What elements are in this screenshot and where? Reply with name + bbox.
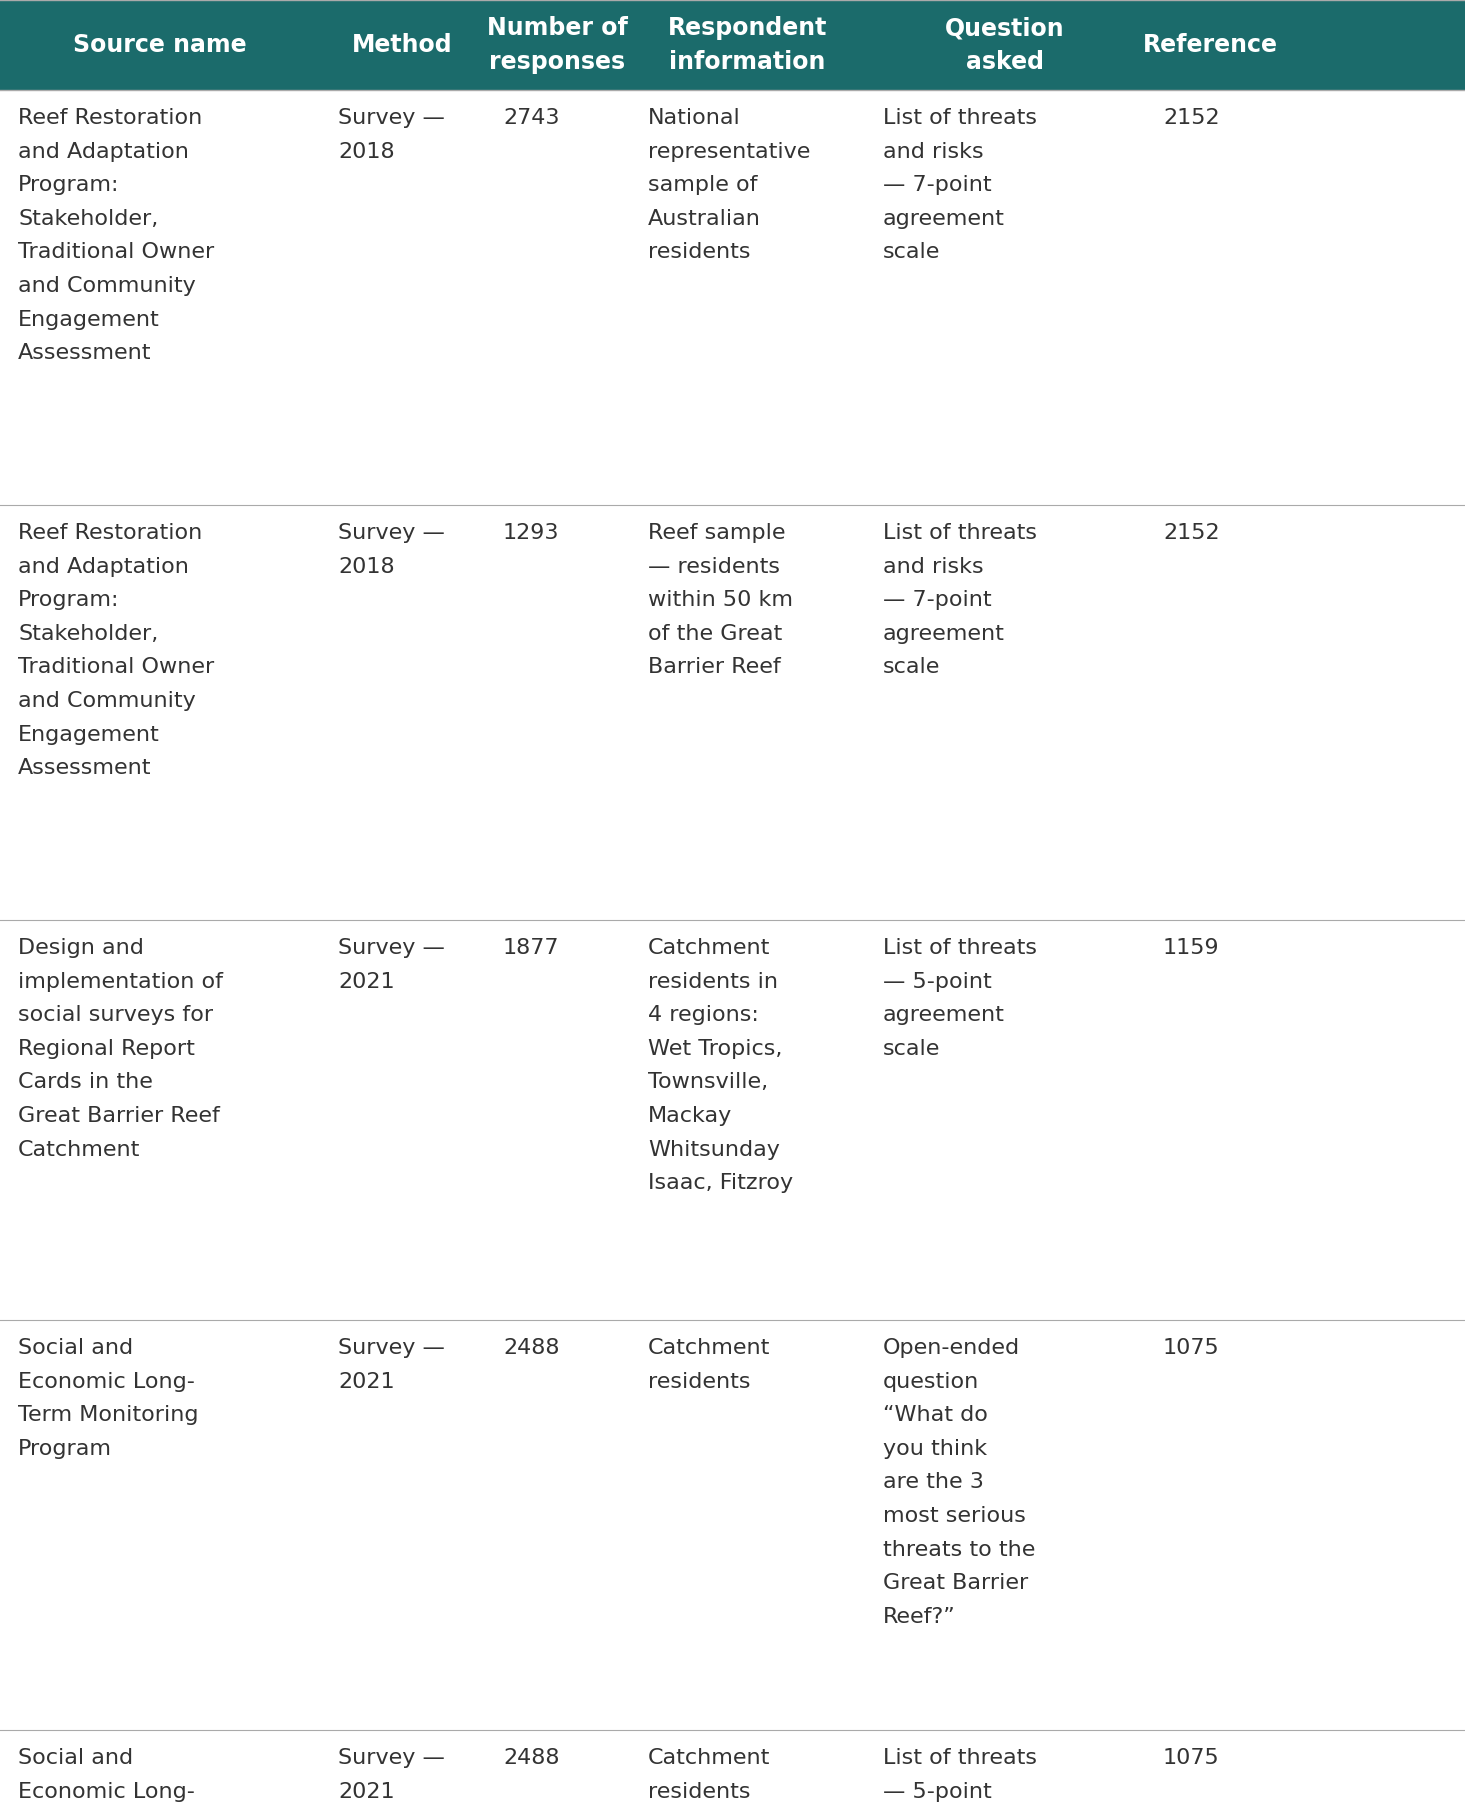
Text: Survey —
2018: Survey — 2018 (338, 109, 445, 161)
Text: Survey —
2021: Survey — 2021 (338, 1749, 445, 1801)
Text: 1293: 1293 (502, 522, 560, 542)
Text: List of threats
and risks
— 7-point
agreement
scale: List of threats and risks — 7-point agre… (883, 109, 1037, 263)
Text: Social and
Economic Long-
Term Monitoring
Program: Social and Economic Long- Term Monitorin… (18, 1749, 198, 1814)
Text: Survey —
2018: Survey — 2018 (338, 522, 445, 577)
Text: Survey —
2021: Survey — 2021 (338, 1339, 445, 1391)
Text: Reference: Reference (1143, 33, 1277, 56)
Text: 1159: 1159 (1163, 938, 1220, 958)
Text: Design and
implementation of
social surveys for
Regional Report
Cards in the
Gre: Design and implementation of social surv… (18, 938, 223, 1159)
Text: Number of
responses: Number of responses (486, 16, 628, 74)
Text: 2743: 2743 (502, 109, 560, 129)
Text: 1075: 1075 (1163, 1749, 1220, 1769)
Bar (0, 504, 1465, 920)
Bar (0, 1321, 1465, 1731)
Text: Open-ended
question
“What do
you think
are the 3
most serious
threats to the
Gre: Open-ended question “What do you think a… (883, 1339, 1036, 1627)
Text: Survey —
2021: Survey — 2021 (338, 938, 445, 992)
Text: 1877: 1877 (502, 938, 560, 958)
Bar (0, 1731, 1465, 1814)
Text: 2488: 2488 (502, 1749, 560, 1769)
Text: Respondent
information: Respondent information (668, 16, 828, 74)
Text: Reef sample
— residents
within 50 km
of the Great
Barrier Reef: Reef sample — residents within 50 km of … (648, 522, 793, 677)
Text: 2152: 2152 (1163, 522, 1220, 542)
Text: National
representative
sample of
Australian
residents: National representative sample of Austra… (648, 109, 810, 263)
Text: Method: Method (352, 33, 453, 56)
Text: Catchment
residents in
4 regions:
Wet Tropics,
Townsville,
Mackay
Whitsunday
Isa: Catchment residents in 4 regions: Wet Tr… (648, 938, 793, 1194)
Text: List of threats
— 5-point
agreement
scale: List of threats — 5-point agreement scal… (883, 938, 1037, 1059)
Text: 2152: 2152 (1163, 109, 1220, 129)
Text: Catchment
residents: Catchment residents (648, 1749, 771, 1801)
Text: 2488: 2488 (502, 1339, 560, 1359)
Text: List of threats
— 5-point
scale: List of threats — 5-point scale (883, 1749, 1037, 1814)
Text: Catchment
residents: Catchment residents (648, 1339, 771, 1391)
Text: List of threats
and risks
— 7-point
agreement
scale: List of threats and risks — 7-point agre… (883, 522, 1037, 677)
Bar (0, 920, 1465, 1321)
Bar (0, 0, 1465, 91)
Text: Reef Restoration
and Adaptation
Program:
Stakeholder,
Traditional Owner
and Comm: Reef Restoration and Adaptation Program:… (18, 109, 214, 363)
Text: 1075: 1075 (1163, 1339, 1220, 1359)
Text: Social and
Economic Long-
Term Monitoring
Program: Social and Economic Long- Term Monitorin… (18, 1339, 198, 1458)
Text: Question
asked: Question asked (945, 16, 1065, 74)
Text: Reef Restoration
and Adaptation
Program:
Stakeholder,
Traditional Owner
and Comm: Reef Restoration and Adaptation Program:… (18, 522, 214, 778)
Text: Source name: Source name (73, 33, 246, 56)
Bar (0, 91, 1465, 504)
